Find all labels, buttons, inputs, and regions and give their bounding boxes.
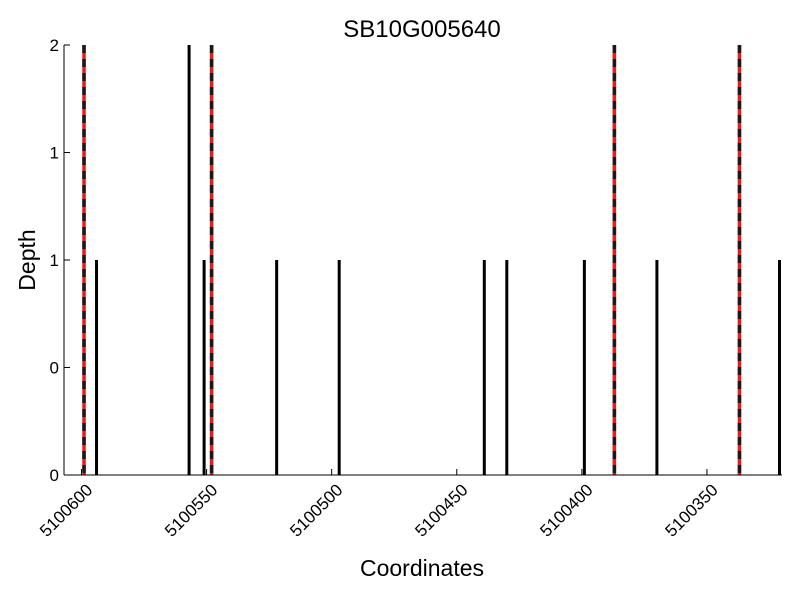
depth-bar [275,260,279,475]
bars-layer [82,45,781,475]
x-tick-label: 5100600 [36,480,96,540]
depth-bar [582,260,586,475]
x-tick-label: 5100350 [662,480,722,540]
x-tick-label: 5100550 [161,480,221,540]
depth-bar [777,260,781,475]
y-tick-label: 0 [50,359,59,378]
y-axis-label: Depth [14,229,40,290]
depth-bar [202,260,206,475]
depth-bar [95,260,99,475]
x-ticks: 5100600 5100550 5100500 5100450 5100400 51003… [36,469,722,541]
x-axis-label: Coordinates [360,555,484,581]
depth-bar [505,260,509,475]
axes [63,45,782,476]
y-ticks: 0 0 1 1 2 [50,36,70,485]
depth-bar [187,45,191,475]
markers-layer [82,45,742,475]
x-tick-label: 5100400 [536,480,596,540]
depth-bar [482,260,486,475]
y-tick-label: 1 [50,144,59,163]
y-tick-label: 2 [50,36,59,55]
depth-bar [337,260,341,475]
depth-bar [655,260,659,475]
x-tick-label: 5100450 [411,480,471,540]
x-tick-label: 5100500 [286,480,346,540]
y-tick-label: 0 [50,466,59,485]
chart-title: SB10G005640 [343,16,500,43]
y-tick-label: 1 [50,251,59,270]
